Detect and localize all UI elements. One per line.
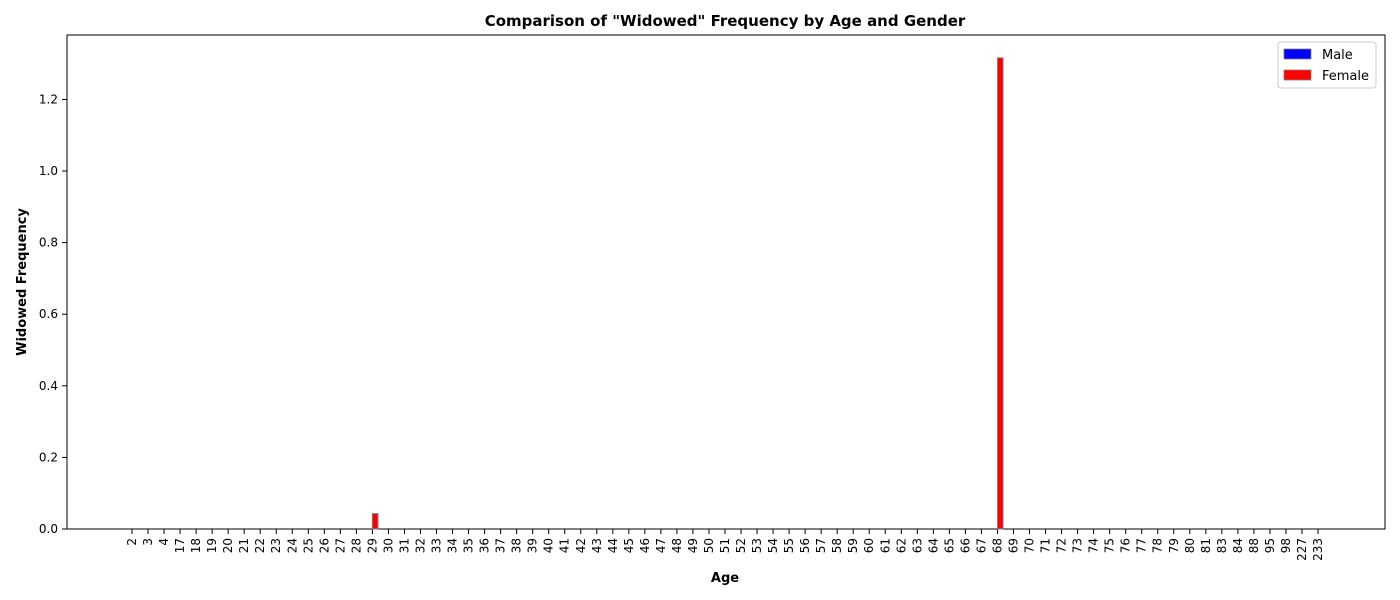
x-tick-label: 65	[942, 538, 956, 553]
x-tick-label: 75	[1103, 538, 1117, 553]
x-tick-label: 24	[285, 538, 299, 553]
x-tick-label: 88	[1247, 538, 1261, 553]
x-tick-label: 81	[1199, 538, 1213, 553]
x-tick-label: 48	[670, 538, 684, 553]
y-tick-label: 0.4	[39, 379, 58, 393]
y-tick-label: 0.0	[39, 522, 58, 536]
chart-title: Comparison of "Widowed" Frequency by Age…	[485, 12, 966, 30]
x-tick-label: 50	[702, 538, 716, 553]
x-tick-label: 30	[381, 538, 395, 553]
x-tick-label: 29	[365, 538, 379, 553]
x-tick-label: 54	[766, 538, 780, 553]
x-tick-label: 17	[173, 538, 187, 553]
x-tick-label: 73	[1071, 538, 1085, 553]
x-tick-label: 2	[125, 538, 139, 546]
y-tick-label: 1.2	[39, 92, 58, 106]
legend-swatch-male	[1283, 48, 1312, 60]
x-tick-label: 21	[237, 538, 251, 553]
x-tick-label: 74	[1087, 538, 1101, 553]
bar-female-68	[996, 57, 1004, 530]
x-tick-label: 47	[654, 538, 668, 553]
x-tick-label: 69	[1006, 538, 1020, 553]
x-tick-label: 46	[638, 538, 652, 553]
x-tick-label: 62	[894, 538, 908, 553]
legend-label-male: Male	[1322, 48, 1353, 63]
x-tick-label: 64	[926, 538, 940, 553]
plot-area: 0.00.20.40.60.81.01.22 3 4 17 18 19 20 21 22 23 24…	[39, 34, 1386, 561]
x-tick-label: 52	[734, 538, 748, 553]
x-tick-label: 36	[478, 538, 492, 553]
x-tick-label: 57	[814, 538, 828, 553]
x-tick-label: 70	[1023, 538, 1037, 553]
x-tick-label: 72	[1055, 538, 1069, 553]
x-tick-label: 84	[1231, 538, 1245, 553]
legend-label-female: Female	[1322, 69, 1369, 84]
x-tick-label: 22	[253, 538, 267, 553]
plot-frame	[66, 34, 1386, 530]
x-tick-label: 31	[397, 538, 411, 553]
x-tick-label: 98	[1279, 538, 1293, 553]
x-tick-label: 35	[462, 538, 476, 553]
x-tick-label: 76	[1119, 538, 1133, 553]
x-tick-label: 23	[269, 538, 283, 553]
x-tick-label: 61	[878, 538, 892, 553]
y-tick-label: 1.0	[39, 164, 58, 178]
x-tick-label: 60	[862, 538, 876, 553]
x-tick-label: 19	[205, 538, 219, 553]
x-tick-label: 34	[446, 538, 460, 553]
x-tick-label: 233	[1311, 538, 1325, 561]
bar-female-29	[371, 513, 379, 530]
x-tick-label: 66	[958, 538, 972, 553]
x-tick-label: 77	[1135, 538, 1149, 553]
x-tick-label: 95	[1263, 538, 1277, 553]
x-tick-label: 3	[141, 538, 155, 546]
x-tick-label: 33	[430, 538, 444, 553]
x-tick-label: 227	[1295, 538, 1309, 561]
x-tick-label: 26	[317, 538, 331, 553]
x-tick-label: 38	[510, 538, 524, 553]
y-tick-label: 0.6	[39, 307, 58, 321]
x-tick-label: 43	[590, 538, 604, 553]
y-tick-label: 0.8	[39, 236, 58, 250]
legend-swatch-female	[1283, 69, 1312, 81]
x-tick-label: 28	[349, 538, 363, 553]
x-tick-label: 68	[990, 538, 1004, 553]
y-axis-label: Widowed Frequency	[15, 208, 30, 356]
x-tick-label: 4	[157, 538, 171, 546]
x-tick-label: 49	[686, 538, 700, 553]
x-tick-label: 78	[1151, 538, 1165, 553]
x-tick-label: 53	[750, 538, 764, 553]
x-tick-label: 18	[189, 538, 203, 553]
x-tick-label: 80	[1183, 538, 1197, 553]
x-tick-label: 71	[1039, 538, 1053, 553]
x-tick-label: 37	[494, 538, 508, 553]
x-tick-label: 27	[333, 538, 347, 553]
y-tick-label: 0.2	[39, 450, 58, 464]
x-tick-label: 45	[622, 538, 636, 553]
x-tick-label: 25	[301, 538, 315, 553]
x-tick-label: 58	[830, 538, 844, 553]
x-axis-label: Age	[711, 571, 739, 586]
x-tick-label: 67	[974, 538, 988, 553]
x-tick-label: 51	[718, 538, 732, 553]
x-tick-label: 83	[1215, 538, 1229, 553]
x-tick-label: 63	[910, 538, 924, 553]
x-tick-label: 79	[1167, 538, 1181, 553]
x-tick-label: 39	[526, 538, 540, 553]
x-tick-label: 59	[846, 538, 860, 553]
legend: Male Female	[1277, 41, 1377, 89]
x-tick-label: 20	[221, 538, 235, 553]
x-tick-label: 44	[606, 538, 620, 553]
x-tick-label: 41	[558, 538, 572, 553]
x-tick-label: 42	[574, 538, 588, 553]
x-tick-label: 32	[413, 538, 427, 553]
x-tick-label: 40	[542, 538, 556, 553]
x-tick-label: 56	[798, 538, 812, 553]
x-tick-label: 55	[782, 538, 796, 553]
